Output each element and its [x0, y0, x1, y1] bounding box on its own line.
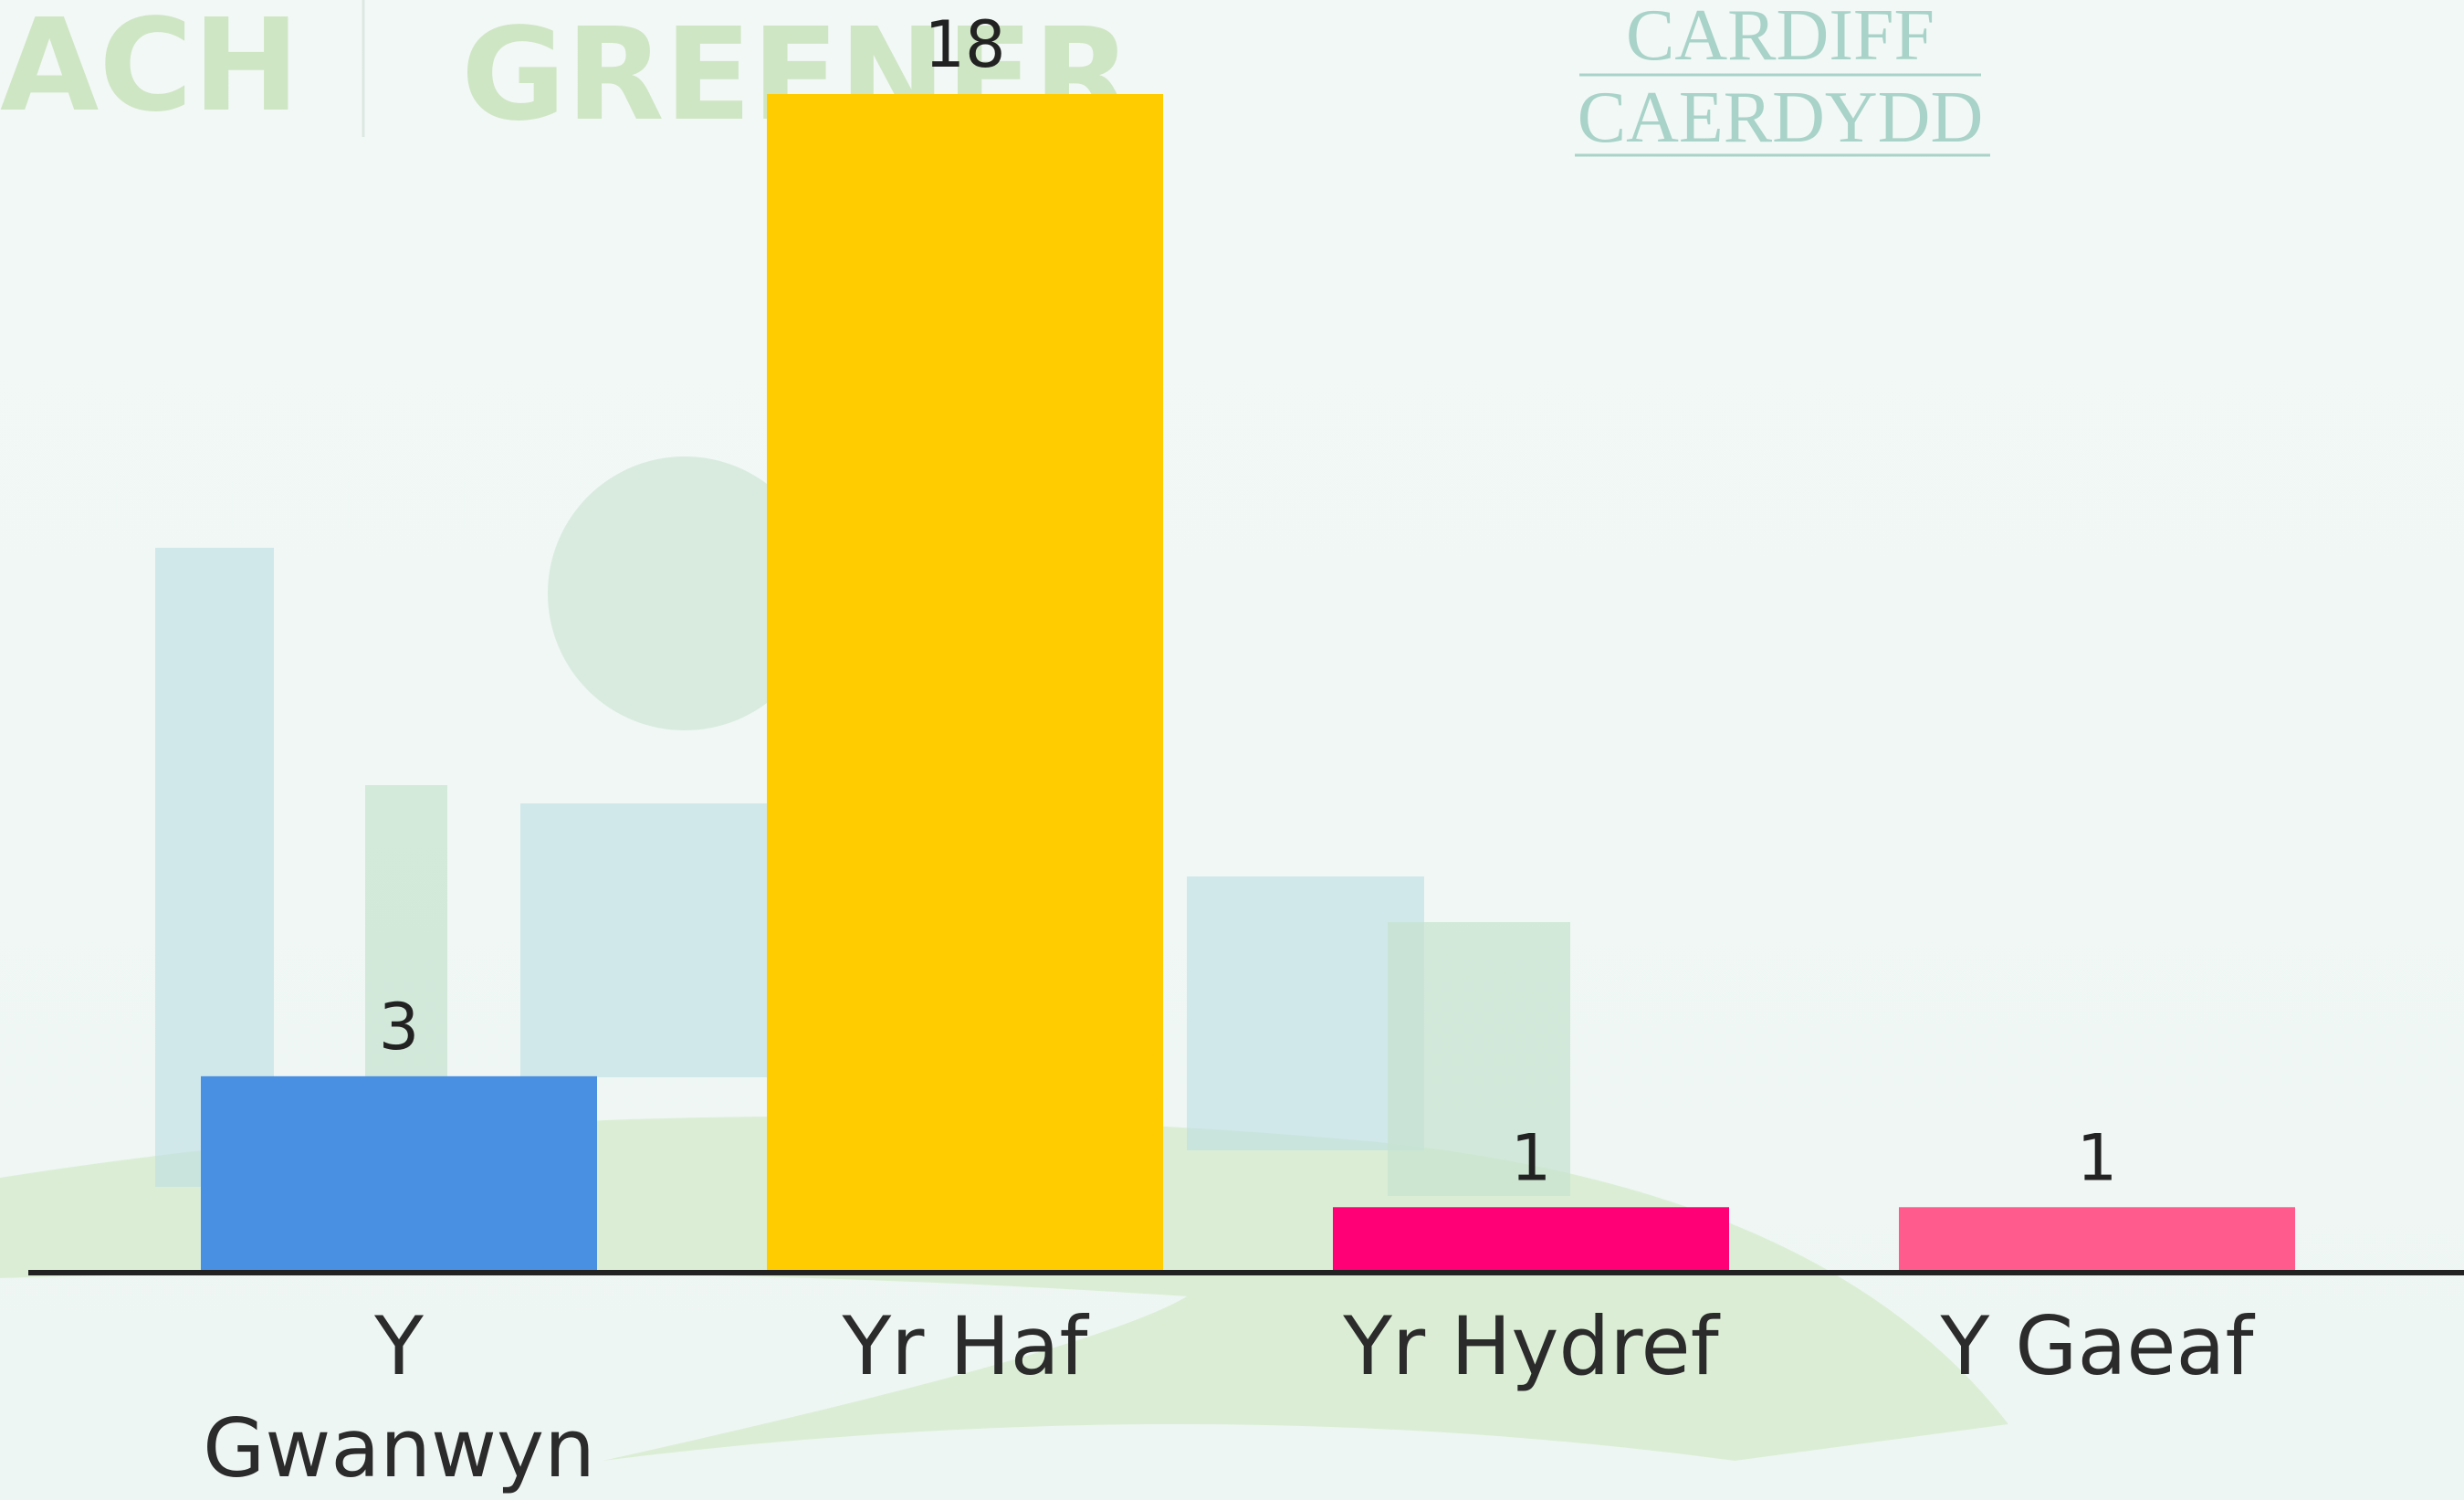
bg-text: CAERDYDD [1578, 78, 1983, 158]
value-label: 3 [379, 990, 420, 1065]
x-tick-label: Y Gwanwyn [203, 1299, 595, 1495]
x-tick-label: Y Gaeaf [1940, 1299, 2254, 1393]
x-tick-label: Yr Hydref [1343, 1299, 1719, 1393]
bg-text: CARDIFF [1626, 0, 1935, 76]
bar [201, 1075, 597, 1273]
value-label: 18 [924, 7, 1005, 82]
bg-text: ACH [0, 0, 299, 141]
x-tick-label: Yr Haf [842, 1299, 1088, 1393]
value-label: 1 [2077, 1120, 2118, 1195]
bar [767, 94, 1163, 1273]
bar [1333, 1207, 1729, 1273]
bar [1899, 1207, 2295, 1273]
value-label: 1 [1511, 1120, 1552, 1195]
